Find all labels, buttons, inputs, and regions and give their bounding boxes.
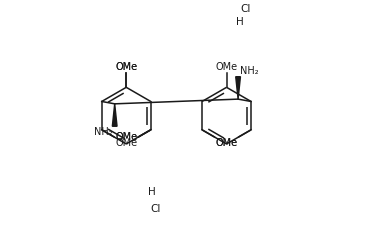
Text: OMe: OMe	[216, 138, 238, 148]
Text: OMe: OMe	[115, 62, 137, 72]
Text: H: H	[148, 187, 156, 197]
Polygon shape	[236, 77, 240, 99]
Text: OMe: OMe	[216, 62, 238, 72]
Text: OMe: OMe	[115, 138, 137, 148]
Text: H: H	[236, 17, 243, 27]
Polygon shape	[112, 104, 117, 126]
Text: NH₂: NH₂	[94, 127, 112, 137]
Text: OMe: OMe	[115, 132, 137, 142]
Text: NH₂: NH₂	[240, 66, 259, 76]
Text: OMe: OMe	[115, 132, 137, 142]
Text: Cl: Cl	[240, 4, 251, 14]
Text: OMe: OMe	[216, 138, 238, 148]
Text: OMe: OMe	[115, 62, 137, 72]
Text: Cl: Cl	[151, 204, 161, 214]
